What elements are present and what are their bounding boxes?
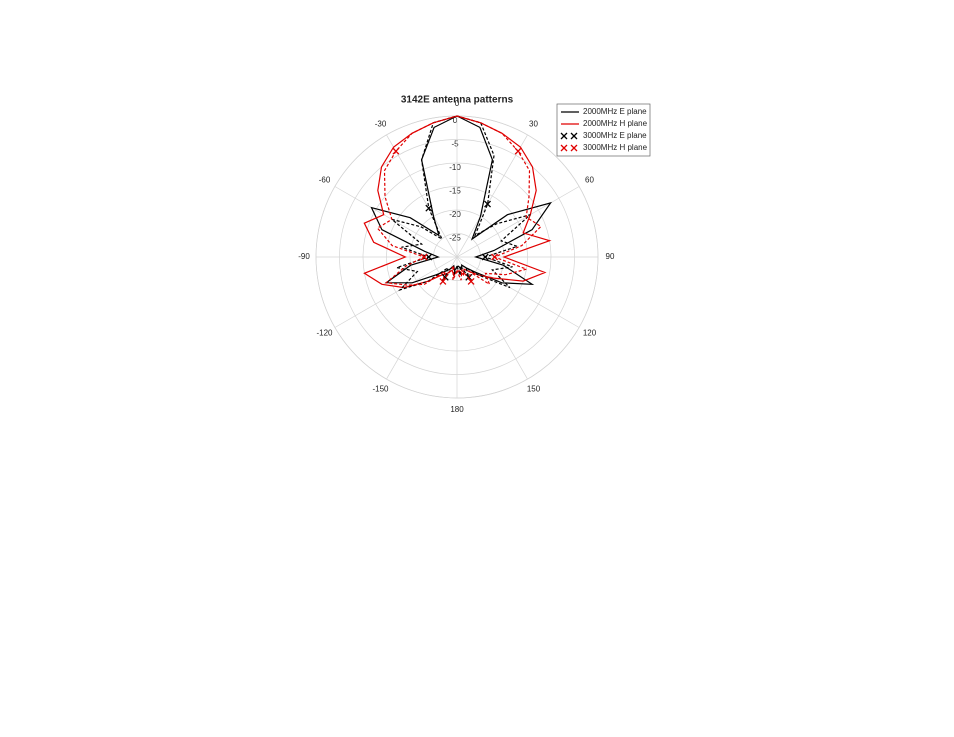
grid-spoke	[386, 134, 458, 258]
point-marker	[514, 147, 522, 155]
theta-tick-label: -150	[372, 385, 389, 394]
theta-tick-label: 120	[583, 329, 597, 338]
theta-tick-label: 150	[527, 385, 541, 394]
r-tick-label: -20	[449, 210, 461, 219]
r-tick-label: -5	[451, 140, 459, 149]
grid-spoke	[334, 256, 458, 328]
point-marker	[491, 253, 499, 261]
theta-tick-label: 180	[450, 405, 464, 414]
legend-label: 3000MHz E plane	[583, 131, 647, 140]
legend-label: 3000MHz H plane	[583, 143, 648, 152]
grid-spoke	[456, 186, 580, 258]
point-marker	[481, 253, 489, 261]
r-tick-label: -25	[449, 234, 461, 243]
chart-title: 3142E antenna patterns	[401, 95, 514, 106]
point-marker	[439, 277, 447, 285]
r-tick-label: -15	[449, 187, 461, 196]
legend-swatch	[570, 132, 578, 140]
grid-spoke	[456, 134, 528, 258]
theta-tick-label: 0	[455, 99, 460, 108]
theta-tick-label: -30	[375, 120, 387, 129]
grid-spoke	[334, 186, 458, 258]
theta-tick-label: -90	[298, 252, 310, 261]
legend-swatch	[560, 144, 568, 152]
theta-tick-label: 90	[606, 252, 615, 261]
legend-swatch	[560, 132, 568, 140]
grid-spoke	[456, 256, 580, 328]
pattern-line	[376, 115, 542, 286]
r-tick-label: -10	[449, 163, 461, 172]
theta-tick-label: -60	[319, 176, 331, 185]
point-marker	[484, 200, 492, 208]
r-tick-label: 0	[453, 116, 458, 125]
legend-label: 2000MHz E plane	[583, 107, 647, 116]
theta-tick-label: 60	[585, 176, 594, 185]
theta-tick-label: 30	[529, 120, 538, 129]
point-marker	[420, 253, 428, 261]
theta-tick-label: -120	[316, 329, 333, 338]
legend-label: 2000MHz H plane	[583, 119, 648, 128]
legend-box	[556, 103, 651, 157]
legend: 2000MHz E plane 2000MHz H plane 3000MHz E …	[556, 103, 651, 157]
point-marker	[467, 277, 475, 285]
point-marker	[425, 204, 433, 212]
legend-swatch	[570, 144, 578, 152]
point-marker	[392, 147, 400, 155]
